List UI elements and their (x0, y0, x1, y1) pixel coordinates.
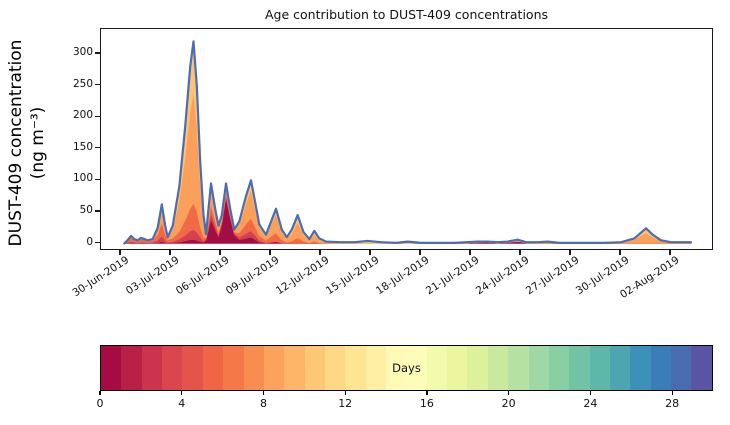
colorbar-tick (508, 391, 510, 395)
y-tick-label: 50 (79, 203, 93, 216)
y-axis-label: DUST-409 concentration (ng m⁻³) (5, 40, 49, 247)
y-axis-label-line1: DUST-409 concentration (5, 39, 26, 247)
colorbar-segment (263, 346, 285, 390)
total-line (123, 40, 693, 245)
x-tick (169, 250, 171, 255)
colorbar-segment (345, 346, 366, 390)
x-tick-label: 18-Jul-2019 (373, 254, 432, 298)
colorbar-tick-label: 16 (419, 397, 434, 410)
colorbar-tick (671, 391, 673, 395)
colorbar-segment (182, 346, 203, 390)
chart-title: Age contribution to DUST-409 concentrati… (264, 7, 549, 22)
x-tick-label: 09-Jul-2019 (223, 254, 282, 298)
x-tick (419, 250, 421, 255)
y-tick (95, 147, 100, 149)
colorbar-segment (569, 346, 590, 390)
colorbar-segment (406, 346, 427, 390)
colorbar-tick (99, 391, 101, 395)
colorbar-tick-label: 8 (259, 397, 267, 410)
colorbar-segment (141, 346, 163, 390)
colorbar-segment (386, 346, 407, 390)
colorbar-tick-label: 28 (665, 397, 680, 410)
y-tick-label: 250 (72, 77, 93, 90)
y-tick-label: 300 (72, 45, 93, 58)
colorbar-tick (181, 391, 183, 395)
x-tick (319, 250, 321, 255)
colorbar-tick (262, 391, 265, 395)
x-tick (569, 250, 571, 255)
colorbar-segment (671, 346, 692, 390)
colorbar-tick (344, 391, 346, 395)
x-tick (219, 250, 221, 255)
colorbar-segment (467, 346, 488, 390)
y-tick (95, 210, 100, 212)
colorbar-segment (162, 346, 183, 390)
y-tick (95, 52, 100, 54)
colorbar-segment (324, 346, 346, 390)
x-tick-label: 15-Jul-2019 (323, 254, 382, 298)
y-tick-label: 150 (72, 140, 93, 153)
colorbar-segment (589, 346, 610, 390)
colorbar-tick-label: 24 (583, 397, 598, 410)
y-tick (95, 241, 100, 244)
colorbar-segment (202, 346, 224, 390)
colorbar-segment (101, 346, 122, 390)
colorbar-segment (304, 346, 325, 390)
colorbar-segment (548, 346, 570, 390)
colorbar (100, 345, 713, 391)
x-tick-label: 03-Jul-2019 (123, 254, 182, 298)
colorbar-segment (365, 346, 387, 390)
colorbar-tick (589, 391, 591, 395)
x-tick (519, 250, 521, 255)
colorbar-segment (284, 346, 305, 390)
x-tick (369, 250, 371, 255)
x-tick (469, 250, 471, 255)
colorbar-segment (121, 346, 142, 390)
colorbar-tick-label: 12 (338, 397, 353, 410)
x-tick-label: 21-Jul-2019 (423, 254, 482, 298)
colorbar-tick (426, 391, 428, 395)
colorbar-tick-label: 20 (501, 397, 516, 410)
y-tick (95, 115, 100, 117)
x-tick-label: 30-Jun-2019 (70, 254, 132, 300)
x-tick (119, 250, 121, 255)
x-tick-label: 12-Jul-2019 (273, 254, 332, 298)
colorbar-tick-label: 4 (178, 397, 186, 410)
colorbar-segment (609, 346, 631, 390)
plot-frame (100, 28, 713, 250)
y-tick (95, 83, 100, 86)
plot-svg (123, 40, 693, 245)
x-tick-label: 06-Jul-2019 (173, 254, 232, 298)
x-tick-label: 27-Jul-2019 (523, 254, 582, 298)
colorbar-segment (508, 346, 529, 390)
y-axis-label-line2: (ng m⁻³) (28, 106, 48, 180)
colorbar-segment (426, 346, 448, 390)
colorbar-segment (650, 346, 672, 390)
x-tick (619, 250, 621, 255)
y-tick (95, 178, 100, 180)
colorbar-segment (447, 346, 468, 390)
y-tick-label: 100 (72, 172, 93, 185)
colorbar-segment (487, 346, 509, 390)
x-tick-label: 24-Jul-2019 (473, 254, 532, 298)
colorbar-segment (223, 346, 244, 390)
colorbar-segment (243, 346, 264, 390)
x-tick (269, 250, 271, 255)
y-tick-label: 0 (86, 235, 93, 248)
colorbar-tick-label: 0 (96, 397, 104, 410)
x-tick (669, 250, 671, 255)
colorbar-segment (630, 346, 651, 390)
colorbar-segment (691, 346, 712, 390)
colorbar-segment (528, 346, 549, 390)
y-tick-label: 200 (72, 109, 93, 122)
